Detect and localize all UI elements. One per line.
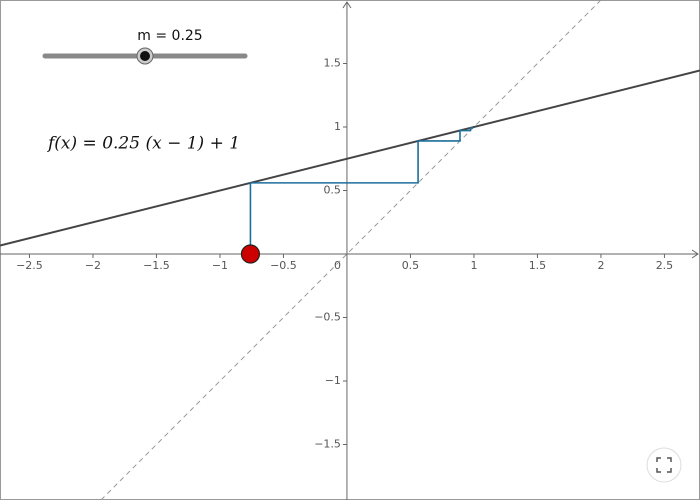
x-tick-label: 1 [470, 259, 477, 272]
x-tick-label: 1.5 [529, 259, 547, 272]
cobweb-path [249, 127, 474, 255]
function-line [0, 69, 700, 247]
x-tick-label: 2 [597, 259, 604, 272]
identity-line [100, 0, 602, 500]
x-axis-arrow [691, 249, 699, 259]
slider-label: m = 0.25 [137, 28, 202, 44]
fullscreen-icon[interactable] [656, 457, 672, 473]
x-tick-label: 0 [334, 259, 341, 272]
x-tick-label: −0.5 [270, 259, 297, 272]
button-bg[interactable] [646, 447, 682, 483]
y-tick-label: −1.5 [314, 438, 341, 451]
y-tick-label: 1 [334, 120, 341, 133]
y-tick-label: −0.5 [314, 311, 341, 324]
y-tick-label: 1.5 [323, 57, 341, 70]
x-tick-label: −2 [85, 259, 101, 272]
start-point[interactable] [240, 244, 261, 264]
x-tick-label: −2.5 [16, 259, 43, 272]
slider-knob[interactable] [140, 51, 150, 61]
x-tick-label: 0.5 [402, 259, 420, 272]
x-tick-label: −1 [212, 259, 228, 272]
y-tick-label: −1 [325, 374, 341, 387]
x-tick-label: 2.5 [656, 259, 674, 272]
y-tick-label: 0.5 [323, 184, 341, 197]
fullscreen-button[interactable] [646, 447, 682, 483]
x-tick-label: −1.5 [143, 259, 170, 272]
formula-text: f(x) = 0.25 (x − 1) + 1 [46, 134, 240, 154]
y-axis-arrow [342, 1, 352, 9]
